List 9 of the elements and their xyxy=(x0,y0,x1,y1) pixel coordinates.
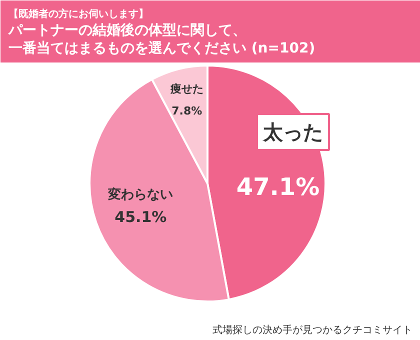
slice-label: 太った xyxy=(262,120,324,144)
data-label: 45.1% xyxy=(114,208,167,226)
slice-label: 変わらない xyxy=(107,186,174,202)
chart-title: パートナーの結婚後の体型に関して、一番当てはまるものを選んでください (n=102) xyxy=(8,22,316,56)
data-label: 7.8% xyxy=(172,104,202,118)
text: 式場探しの決め手が見つかるクチコミサイト xyxy=(212,324,412,336)
slice-label: 痩せた xyxy=(169,82,204,96)
data-label: 47.1% xyxy=(236,173,320,202)
chart-subtitle: 【既婚者の方にお伺いします】 xyxy=(8,8,148,20)
